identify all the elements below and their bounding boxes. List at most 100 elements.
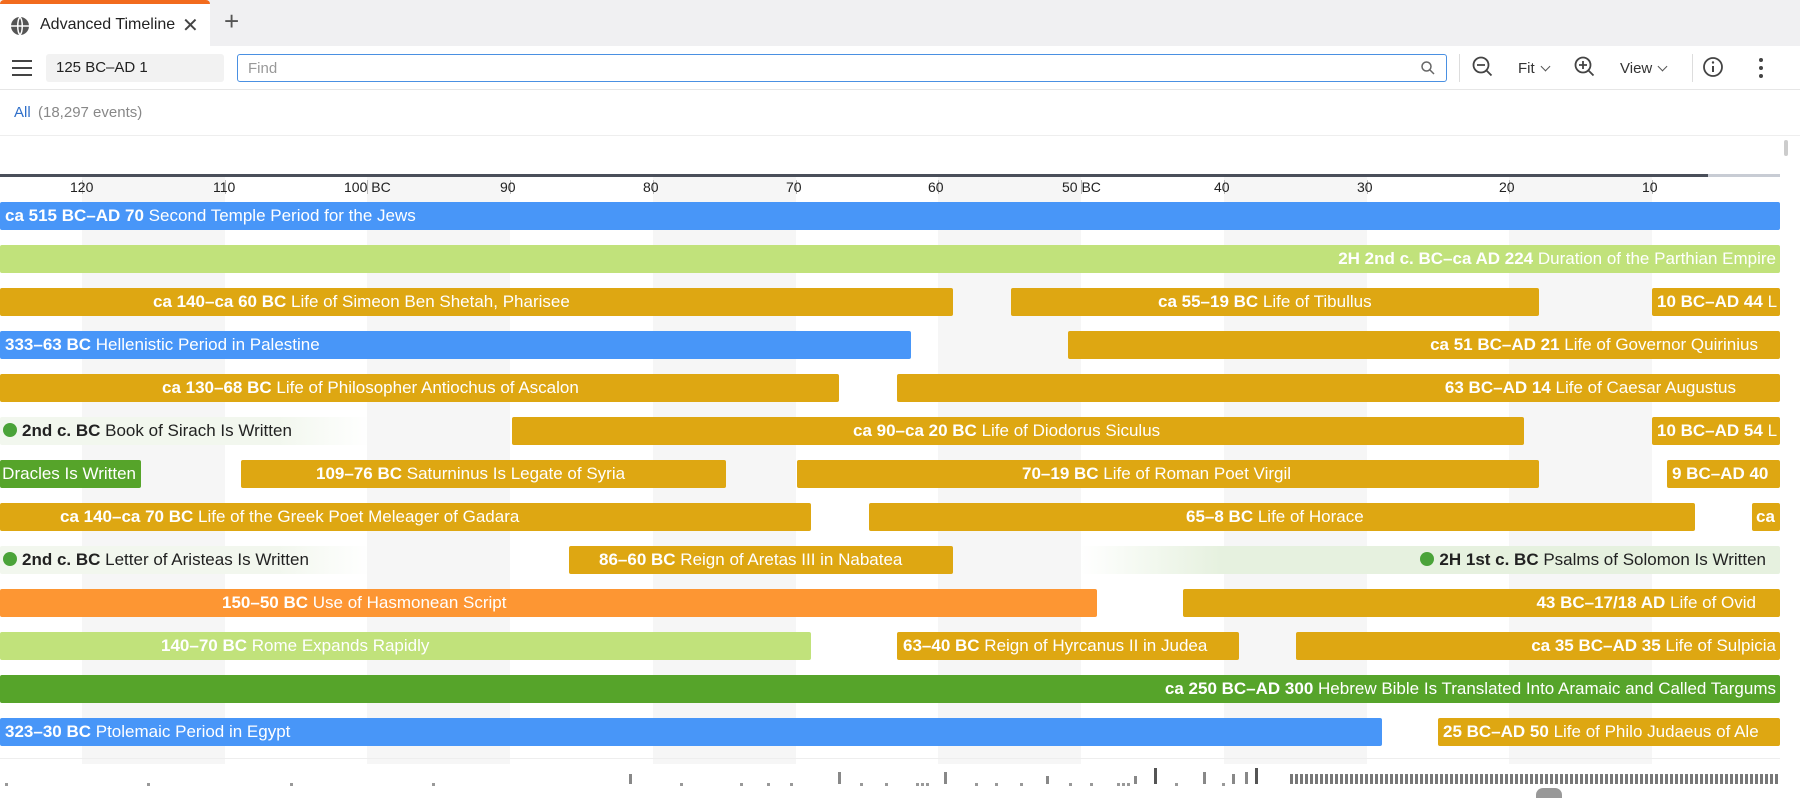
timeline-canvas[interactable]: 120 110 100 BC 90 80 70 60 50 BC 40 30 2…: [0, 174, 1780, 798]
histogram-bar: [1405, 774, 1408, 784]
histogram-scrubber-handle[interactable]: [1536, 788, 1562, 798]
histogram-bar: [1490, 774, 1493, 784]
date-range-field[interactable]: 125 BC–AD 1: [46, 54, 224, 82]
tab-advanced-timeline[interactable]: Advanced Timeline ✕: [0, 0, 210, 46]
timeline-event[interactable]: 323–30 BC Ptolemaic Period in Egypt: [0, 718, 1382, 746]
zoom-out-icon[interactable]: [1472, 56, 1494, 78]
timeline-event[interactable]: 25 BC–AD 50 Life of Philo Judaeus of Ale: [1438, 718, 1780, 746]
histogram-bar: [1700, 774, 1703, 784]
toolbar-divider: [1459, 54, 1460, 82]
search-icon[interactable]: [1420, 60, 1436, 76]
axis-tick-label: 30: [1357, 179, 1373, 195]
histogram-bar: [1665, 774, 1668, 784]
event-date: ca 90–ca 20 BC: [853, 421, 977, 440]
timeline-event[interactable]: ca 515 BC–AD 70 Second Temple Period for…: [0, 202, 1780, 230]
event-date: ca 250 BC–AD 300: [1164, 679, 1314, 698]
timeline-event[interactable]: ca: [1752, 503, 1780, 531]
zoom-in-icon[interactable]: [1574, 56, 1596, 78]
timeline-event[interactable]: ca 140–ca 60 BC Life of Simeon Ben Sheta…: [0, 288, 953, 316]
timeline-event[interactable]: 2H 1st c. BC Psalms of Solomon Is Writte…: [1081, 546, 1780, 574]
timeline-event[interactable]: 63–40 BC Reign of Hyrcanus II in Judea: [897, 632, 1239, 660]
timeline-event[interactable]: ca 35 BC–AD 35 Life of Sulpicia: [1296, 632, 1780, 660]
close-tab-icon[interactable]: ✕: [182, 15, 199, 37]
info-icon[interactable]: [1702, 56, 1724, 78]
timeline-event[interactable]: ca 250 BC–AD 300 Hebrew Bible Is Transla…: [0, 675, 1780, 703]
timeline-event[interactable]: 140–70 BC Rome Expands Rapidly: [0, 632, 811, 660]
histogram-bar: [1580, 774, 1583, 784]
axis-tick-label: 110: [213, 179, 236, 195]
event-title: Book of Sirach Is Written: [105, 421, 292, 440]
timeline-event[interactable]: ca 90–ca 20 BC Life of Diodorus Siculus: [512, 417, 1524, 445]
histogram-bar: [1295, 774, 1298, 784]
timeline-event[interactable]: 9 BC–AD 40: [1667, 460, 1780, 488]
view-button[interactable]: View: [1620, 56, 1668, 80]
timeline-event[interactable]: 86–60 BC Reign of Aretas III in Nabatea: [569, 546, 953, 574]
histogram-bar: [1675, 774, 1678, 784]
timeline-event[interactable]: ca 130–68 BC Life of Philosopher Antioch…: [0, 374, 839, 402]
axis-tick: [82, 180, 83, 194]
all-filter-link[interactable]: All: [14, 104, 31, 121]
timeline-event[interactable]: Dracles Is Written: [0, 460, 141, 488]
more-options-icon[interactable]: [1752, 56, 1770, 80]
timeline-event[interactable]: 43 BC–17/18 AD Life of Ovid: [1183, 589, 1780, 617]
timeline-event[interactable]: 10 BC–AD 54 L: [1652, 417, 1780, 445]
event-date: 2H 2nd c. BC–ca AD 224: [1338, 249, 1534, 268]
histogram-bar: [1305, 774, 1308, 784]
event-date: 109–76 BC: [316, 464, 403, 483]
fit-button[interactable]: Fit: [1518, 56, 1551, 80]
event-title: Reign of Hyrcanus II in Judea: [984, 636, 1208, 655]
event-count: (18,297 events): [38, 104, 143, 121]
histogram-bar: [1715, 774, 1718, 784]
histogram-bar: [1735, 774, 1738, 784]
histogram-bar: [1740, 774, 1743, 784]
timeline-event[interactable]: 10 BC–AD 44 L: [1652, 288, 1780, 316]
histogram-bar: [1335, 774, 1338, 784]
timeline-event[interactable]: 2nd c. BC Book of Sirach Is Written: [0, 417, 370, 445]
timeline-event[interactable]: 333–63 BC Hellenistic Period in Palestin…: [0, 331, 911, 359]
event-title: Psalms of Solomon Is Written: [1543, 550, 1766, 569]
histogram-bar: [1445, 774, 1448, 784]
histogram-bar: [1350, 774, 1353, 784]
histogram-bar: [1745, 774, 1748, 784]
histogram-bar: [1595, 774, 1598, 784]
timeline-event[interactable]: 109–76 BC Saturninus Is Legate of Syria: [241, 460, 726, 488]
timeline-event[interactable]: 2nd c. BC Letter of Aristeas Is Written: [0, 546, 370, 574]
event-title: Life of Horace: [1257, 507, 1364, 526]
timeline-event[interactable]: 63 BC–AD 14 Life of Caesar Augustus: [897, 374, 1780, 402]
tab-title: Advanced Timeline: [40, 16, 176, 33]
timeline-event[interactable]: 2H 2nd c. BC–ca AD 224 Duration of the P…: [0, 245, 1780, 273]
point-event-dot-icon: [1420, 552, 1435, 566]
timeline-event[interactable]: 65–8 BC Life of Horace: [869, 503, 1695, 531]
timeline-event[interactable]: 70–19 BC Life of Roman Poet Virgil: [797, 460, 1539, 488]
histogram-bar: [1750, 774, 1753, 784]
new-tab-icon[interactable]: +: [224, 6, 240, 36]
timeline-event[interactable]: ca 55–19 BC Life of Tibullus: [1011, 288, 1539, 316]
histogram-bar: [1680, 774, 1683, 784]
timeline-event[interactable]: 150–50 BC Use of Hasmonean Script: [0, 589, 1097, 617]
find-input[interactable]: [237, 54, 1447, 82]
timeline-event[interactable]: ca 140–ca 70 BC Life of the Greek Poet M…: [0, 503, 811, 531]
event-density-histogram[interactable]: [0, 758, 1780, 798]
menu-icon[interactable]: [12, 60, 32, 76]
histogram-bar: [1685, 774, 1688, 784]
histogram-bar: [1695, 774, 1698, 784]
histogram-bar: [1320, 774, 1323, 784]
event-date: 25 BC–AD 50: [1443, 722, 1549, 741]
histogram-bar: [1650, 774, 1653, 784]
chevron-down-icon: [1540, 61, 1551, 71]
histogram-bar: [1365, 774, 1368, 784]
histogram-bar: [1565, 774, 1568, 784]
event-date: 140–70 BC: [161, 636, 248, 655]
axis-tick: [938, 180, 939, 194]
histogram-bar: [1375, 774, 1378, 784]
event-title: L: [1767, 421, 1778, 440]
histogram-bar: [1760, 774, 1763, 784]
timeline-event[interactable]: ca 51 BC–AD 21 Life of Governor Quiriniu…: [1068, 331, 1780, 359]
scrollbar[interactable]: [1784, 140, 1788, 156]
axis-tick: [1367, 180, 1368, 194]
histogram-bar: [1360, 774, 1363, 784]
histogram-bar: [1655, 774, 1658, 784]
event-date: ca 35 BC–AD 35: [1531, 636, 1661, 655]
event-date: 65–8 BC: [1186, 507, 1254, 526]
histogram-bar: [1765, 774, 1768, 784]
